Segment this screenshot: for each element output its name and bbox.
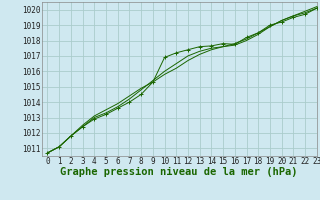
X-axis label: Graphe pression niveau de la mer (hPa): Graphe pression niveau de la mer (hPa) xyxy=(60,167,298,177)
